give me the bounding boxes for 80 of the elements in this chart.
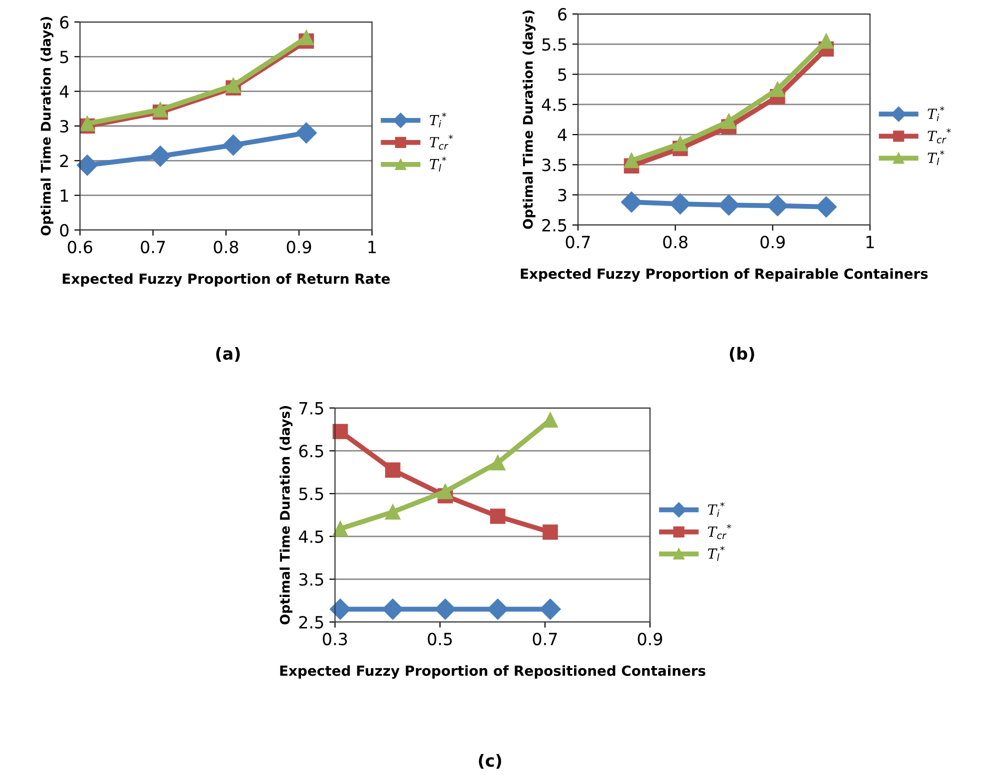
point [672,136,688,152]
x-tick-label: 0.8 [663,236,688,248]
y-tick-label: 2 [60,154,68,167]
point [296,122,317,144]
y-tick-label: 5.5 [542,38,566,51]
point [332,521,348,536]
point [385,462,400,478]
x-axis-title: Expected Fuzzy Proportion of Return Rate [62,273,390,287]
legend-label: T$_{l}$$^{*}$ [430,156,446,172]
y-tick-label: 1 [60,190,68,202]
y-axis-title: Optimal Time Duration (days) [40,17,54,236]
point [487,598,508,620]
x-tick-label: 0.9 [638,632,662,646]
legend-label: T$_{cr}$$^{*}$ [928,128,951,144]
y-axis-title: Optimal Time Duration (days) [280,406,293,624]
point [624,152,640,168]
x-tick-label: 0.9 [286,240,312,254]
y-axis-title: Optimal Time Duration (days) [522,10,536,229]
point [540,598,561,620]
point [382,598,404,620]
point [330,598,351,620]
y-tick-label: 5 [60,50,68,64]
legend-label: T$_{i}$$^{*}$ [430,112,446,128]
y-tick-label: 3 [558,188,566,202]
point [670,193,691,214]
x-tick-label: 0.7 [566,236,590,248]
legend-label: T$_{l}$$^{*}$ [708,546,724,561]
point [490,508,506,524]
x-tick-label: 0.3 [322,632,347,646]
text: (b) [730,346,754,362]
legend-label: T$_{cr}$$^{*}$ [430,134,453,150]
y-tick-label: 4.5 [298,530,324,543]
x-tick-label: 0.5 [428,632,452,646]
y-tick-label: 7.5 [299,402,324,415]
x-axis-title: Expected Fuzzy Proportion of Repairable Containers [520,268,928,282]
y-tick-label: 6 [558,8,567,21]
y-tick-label: 2.5 [542,218,566,232]
y-tick-label: 6.5 [299,444,324,458]
legend-label: T$_{cr}$$^{*}$ [708,524,732,540]
point [434,598,456,620]
x-tick-label: 0.6 [68,240,92,254]
x-tick-label: 0.7 [140,240,165,254]
text: (a) [216,346,240,362]
x-tick-label: 1 [368,240,376,254]
point [438,484,453,500]
point [76,154,98,176]
point [816,196,837,218]
text: (c) [478,754,502,769]
point [150,146,171,167]
legend-label: T$_{l}$$^{*}$ [928,150,944,166]
y-tick-label: 2.5 [299,616,324,629]
y-tick-label: 4 [558,128,567,141]
point [332,424,348,440]
y-tick-label: 3.5 [299,573,324,586]
x-tick-label: 0.8 [214,240,238,254]
y-tick-label: 0 [60,224,68,237]
x-tick-label: 0.9 [760,236,785,248]
y-tick-label: 4.5 [542,98,566,111]
legend-label: T$_{i}$$^{*}$ [708,502,724,517]
y-tick-label: 5.5 [299,488,324,500]
point [385,504,400,520]
x-axis-title: Expected Fuzzy Proportion of Repositioned Containers [280,665,706,679]
point [721,114,737,129]
point [718,194,740,216]
y-tick-label: 3 [60,120,68,133]
point [818,33,834,49]
y-tick-label: 5 [558,68,566,81]
point [222,134,244,156]
x-tick-label: 1 [866,236,874,248]
point [770,82,786,97]
point [298,30,314,46]
x-tick-label: 0.7 [532,632,557,646]
legend-label: T$_{i}$$^{*}$ [928,106,944,122]
point [542,412,558,428]
point [490,455,506,470]
y-tick-label: 6 [60,16,69,29]
y-tick-label: 4 [60,86,69,98]
y-tick-label: 3.5 [542,158,566,172]
point [621,192,642,213]
point [542,524,558,540]
